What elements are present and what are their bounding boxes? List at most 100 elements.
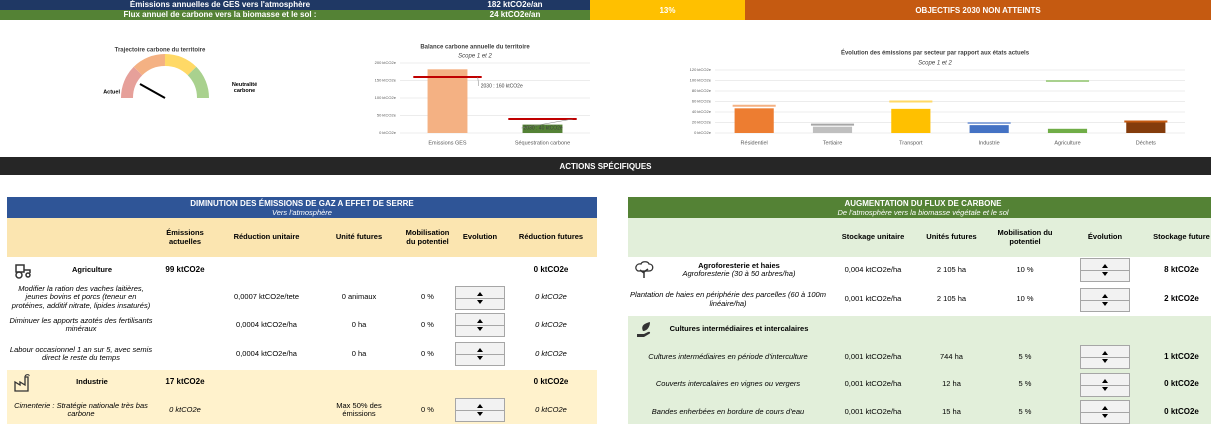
spinner[interactable] — [455, 342, 505, 366]
cell-mobilisation: 0 % — [421, 319, 434, 329]
y-tick-label: 50 ktCO2e — [377, 113, 397, 118]
cell-future-reduction: 0 ktCO2e — [533, 264, 569, 274]
actions-title: ACTIONS SPÉCIFIQUES — [0, 157, 1211, 175]
bar — [891, 108, 931, 133]
bar — [812, 126, 853, 133]
row-label-text: Labour occasionnel 1 an sur 5, avec semi… — [9, 344, 153, 362]
column-header: Stockage future — [1153, 232, 1210, 242]
cell-emissions: 17 ktCO2e — [165, 377, 205, 387]
row-label: Plantation de haies en périphérie des pa… — [628, 283, 828, 316]
cell-unit-storage: 0,004 ktCO2e/ha — [844, 264, 902, 274]
cell-mobilisation: 5 % — [1018, 406, 1032, 416]
column-header: Mobilisation du potentiel — [997, 228, 1053, 246]
row-label: Agroforesterie et haies Agroforesterie (3… — [650, 257, 828, 283]
gauge-title: Trajectoire carbone du territoire — [115, 48, 206, 54]
icon — [15, 264, 31, 279]
table-title-text: AUGMENTATION DU FLUX DE CARBONE — [844, 199, 1002, 208]
percent-box: 13% — [590, 0, 745, 20]
cell-mobilisation: 10 % — [1016, 264, 1034, 274]
spinner[interactable] — [1080, 372, 1130, 397]
spinner-divider — [456, 354, 504, 355]
y-tick-label: 120 ktCO2e — [690, 67, 712, 72]
status-box: OBJECTIFS 2030 NON ATTEINTS — [745, 0, 1211, 20]
table-title-text: DIMINUTION DES ÉMISSIONS DE GAZ A EFFET … — [190, 199, 414, 208]
cell-future-units: 0 ha — [351, 348, 367, 358]
spinner[interactable] — [455, 285, 505, 310]
row-label-text: Couverts intercalaires en vignes ou verg… — [655, 379, 801, 389]
row-label-text: Plantation de haies en périphérie des pa… — [630, 290, 826, 308]
spinner[interactable] — [1080, 258, 1130, 282]
spinner[interactable] — [455, 398, 505, 422]
column-header: Evolution — [462, 232, 498, 242]
cell-future-units: 2 105 ha — [936, 294, 967, 304]
gauge — [120, 53, 210, 99]
gauge-left-label: Actuel — [103, 89, 120, 95]
row-bg — [7, 257, 597, 283]
icon — [635, 261, 654, 278]
y-tick-label: 0 ktCO2e — [694, 130, 712, 135]
row-bg — [628, 316, 1211, 342]
row-label: Labour occasionnel 1 an sur 5, avec semi… — [7, 338, 155, 370]
charts: Trajectoire carbone du territoire Actuel… — [103, 45, 1185, 146]
row-label-text: Cultures intermédiaires et intercalaires — [669, 323, 809, 333]
spinner-divider — [1081, 412, 1129, 413]
cell-emissions: 99 ktCO2e — [165, 264, 205, 274]
cell-unit-storage: 0,001 ktCO2e/ha — [844, 294, 902, 304]
cell-future-units: 15 ha — [942, 406, 961, 416]
cell-unit-reduction: 0,0004 ktCO2e/ha — [236, 348, 297, 358]
cell-future-reduction: 0 ktCO2e — [535, 404, 567, 414]
spinner[interactable] — [1080, 345, 1130, 369]
cell-mobilisation: 0 % — [421, 292, 434, 302]
right-table: AUGMENTATION DU FLUX DE CARBONE De l'atmo… — [628, 197, 1211, 424]
x-tick-label: Déchets — [1136, 140, 1156, 146]
row-bg — [7, 370, 597, 395]
cell-future-reduction: 0 ktCO2e — [533, 377, 569, 387]
bar — [427, 69, 468, 133]
row-label-text: Industrie — [76, 377, 108, 387]
header-bg — [628, 218, 1211, 257]
cell-emissions: 0 ktCO2e — [169, 404, 201, 414]
column-header: Unités futures — [926, 232, 977, 242]
spinner[interactable] — [455, 313, 505, 337]
x-tick-label: Transport — [899, 140, 923, 146]
chart-title: Évolution des émissions par secteur par … — [841, 49, 1030, 57]
gauge-needle — [139, 83, 166, 99]
header-bg — [7, 218, 597, 257]
icon — [637, 322, 651, 337]
cell-future-storage: 1 ktCO2e — [1164, 351, 1199, 361]
y-tick-label: 150 ktCO2e — [375, 78, 397, 83]
column-header: Réduction unitaire — [233, 232, 300, 242]
cell-future-storage: 8 ktCO2e — [1164, 264, 1199, 274]
left-table: DIMINUTION DES ÉMISSIONS DE GAZ A EFFET … — [7, 197, 597, 424]
bar — [1047, 128, 1088, 133]
cell-future-units: 12 ha — [942, 379, 961, 389]
row-label: Industrie — [29, 370, 155, 395]
x-tick-label: Agriculture — [1054, 140, 1080, 146]
spinner-divider — [1081, 384, 1129, 386]
column-header: Réduction futures — [518, 232, 584, 242]
cell-unit-reduction: 0,0004 ktCO2e/ha — [236, 319, 297, 329]
row-sublabel: Agroforesterie (30 à 50 arbres/ha) — [682, 269, 796, 278]
cell-future-units: Max 50% des émissions — [336, 400, 382, 418]
spinner-divider — [456, 410, 504, 411]
row-label-text: Agroforesterie et haies — [698, 260, 780, 270]
row-label-text: Cultures intermédiaires en période d'int… — [648, 351, 808, 361]
gauge-arc — [133, 53, 166, 76]
chart-subtitle: Scope 1 et 2 — [458, 54, 492, 60]
y-tick-label: 100 ktCO2e — [375, 95, 397, 100]
cell-unit-reduction: 0,0007 ktCO2e/tete — [233, 292, 300, 302]
row-label: Cultures intermédiaires en période d'int… — [628, 342, 828, 372]
x-tick-label: Industrie — [979, 140, 1000, 146]
cell-future-reduction: 0 ktCO2e — [535, 348, 567, 358]
header-row: Flux annuel de carbone vers la biomasse … — [0, 10, 590, 20]
cell-future-units: 0 ha — [351, 319, 367, 329]
spinner[interactable] — [1080, 287, 1130, 312]
spinner[interactable] — [1080, 400, 1130, 424]
table-title: DIMINUTION DES ÉMISSIONS DE GAZ A EFFET … — [7, 197, 597, 218]
cell-mobilisation: 5 % — [1018, 379, 1032, 389]
cell-unit-storage: 0,001 ktCO2e/ha — [844, 351, 902, 361]
cell-future-units: 744 ha — [940, 351, 963, 361]
gauge-right: Neutralité carbone — [232, 82, 257, 94]
cell-future-storage: 2 ktCO2e — [1164, 294, 1199, 304]
